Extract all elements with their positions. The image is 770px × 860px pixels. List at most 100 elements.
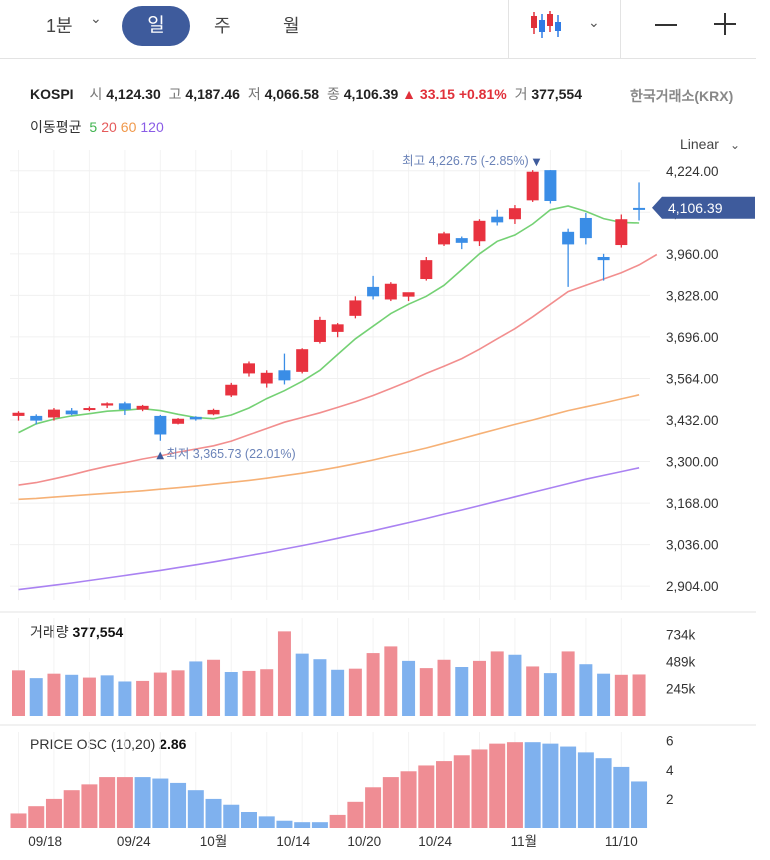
chart-type-chevron-icon[interactable]: ⌄ bbox=[588, 14, 600, 30]
osc-bar bbox=[10, 813, 27, 828]
date-tick-label: 11/10 bbox=[605, 834, 638, 849]
volume-bar bbox=[331, 669, 345, 716]
osc-bar bbox=[63, 790, 80, 828]
osc-bar bbox=[45, 798, 62, 828]
osc-bar bbox=[436, 761, 453, 828]
last-price-tag bbox=[652, 196, 755, 219]
candle-body bbox=[579, 217, 592, 239]
change-value: ▲ 33.15 +0.81% bbox=[402, 86, 507, 102]
candle-body bbox=[420, 260, 433, 280]
ma-120-line bbox=[18, 467, 640, 591]
low-value: 4,066.58 bbox=[264, 86, 320, 102]
candle-body bbox=[402, 292, 415, 297]
volume-bar bbox=[136, 680, 150, 716]
volume-bar bbox=[455, 667, 469, 716]
candle-body bbox=[172, 418, 185, 424]
volume-bar bbox=[82, 677, 96, 716]
volume-bar bbox=[118, 681, 132, 716]
osc-bar bbox=[365, 787, 382, 828]
date-tick-label: 10월 bbox=[200, 834, 227, 849]
osc-bar bbox=[613, 766, 630, 828]
ma-5-line bbox=[18, 205, 640, 434]
zoom-out-icon[interactable] bbox=[655, 24, 677, 26]
open-label: 시 bbox=[89, 86, 103, 102]
price-tick-label: 3,300.00 bbox=[666, 455, 719, 470]
osc-bar bbox=[631, 781, 648, 828]
low-label: 저 bbox=[247, 86, 261, 102]
candle-body bbox=[349, 300, 362, 316]
volume-bar bbox=[472, 660, 486, 716]
price-tick-label: 3,036.00 bbox=[666, 538, 719, 553]
osc-bar bbox=[134, 777, 151, 828]
volume-bar bbox=[153, 672, 167, 716]
volume-bar bbox=[224, 672, 238, 716]
candle-body bbox=[633, 207, 646, 210]
candle-body bbox=[562, 231, 575, 245]
osc-bar bbox=[489, 743, 506, 828]
quote-info: KOSPI 시 4,124.30 고 4,187.46 저 4,066.58 종… bbox=[30, 84, 582, 104]
volume-bar bbox=[508, 654, 522, 716]
candle-body bbox=[438, 233, 451, 245]
osc-bar bbox=[560, 746, 577, 828]
osc-panel-title: PRICE OSC (10,20) 2.86 bbox=[30, 736, 186, 752]
osc-bar bbox=[223, 804, 240, 828]
scale-chevron-icon[interactable]: ⌄ bbox=[730, 138, 741, 152]
candle-body bbox=[384, 283, 397, 300]
volume-bar bbox=[65, 674, 79, 716]
volume-bar bbox=[597, 673, 611, 716]
price-tick-label: 3,564.00 bbox=[666, 371, 719, 386]
symbol: KOSPI bbox=[30, 86, 74, 102]
volume-bar bbox=[490, 651, 504, 716]
osc-bar bbox=[577, 752, 594, 828]
candle-body bbox=[491, 216, 504, 223]
volume-bar bbox=[171, 670, 185, 716]
osc-bar bbox=[240, 812, 257, 828]
candle-body bbox=[473, 220, 486, 242]
candle-body bbox=[118, 403, 131, 410]
osc-bar bbox=[524, 742, 541, 828]
candle-body bbox=[225, 384, 238, 396]
volume-bar bbox=[543, 673, 557, 716]
osc-bar bbox=[400, 771, 417, 828]
zoom-in-icon[interactable] bbox=[714, 13, 736, 35]
volume-bar bbox=[366, 653, 380, 716]
candle-body bbox=[331, 324, 344, 332]
date-tick-label: 10/24 bbox=[418, 834, 452, 849]
candle-body bbox=[136, 405, 149, 410]
date-tick-label: 10/20 bbox=[347, 834, 381, 849]
ma-60-line bbox=[18, 394, 640, 501]
candle-body bbox=[207, 409, 220, 415]
high-marker-icon: ▼ bbox=[533, 157, 541, 168]
ma-20: 20 bbox=[101, 119, 117, 135]
tab-week[interactable]: 주 bbox=[214, 16, 231, 36]
osc-bar bbox=[152, 778, 169, 828]
chevron-down-icon: ⌄ bbox=[90, 10, 102, 26]
volume-bar bbox=[207, 659, 221, 716]
volume-tick-label: 734k bbox=[666, 627, 696, 642]
candle-body bbox=[615, 219, 628, 246]
scale-selector[interactable]: Linear bbox=[680, 136, 719, 152]
low-marker-icon: ▲ bbox=[156, 450, 164, 461]
volume-bar bbox=[384, 646, 398, 716]
moving-average-legend[interactable]: 이동평균 5 20 60 120 bbox=[30, 117, 168, 137]
candle-body bbox=[544, 170, 557, 201]
date-tick-label: 09/24 bbox=[117, 834, 151, 849]
osc-tick-label: 6 bbox=[666, 734, 674, 749]
date-tick-label: 10/14 bbox=[276, 834, 310, 849]
osc-bar bbox=[81, 784, 98, 828]
exchange-name: 한국거래소(KRX) bbox=[630, 88, 734, 104]
candle-body bbox=[526, 171, 539, 201]
candle-body bbox=[296, 349, 309, 372]
volume-bar bbox=[12, 670, 25, 716]
tab-month[interactable]: 월 bbox=[283, 16, 300, 36]
tab-day[interactable]: 일 bbox=[122, 6, 190, 46]
candlestick-chart-icon[interactable] bbox=[530, 10, 562, 40]
price-tick-label: 3,432.00 bbox=[666, 413, 719, 428]
osc-bar bbox=[170, 782, 187, 828]
candle-body bbox=[47, 409, 60, 418]
candle-body bbox=[242, 363, 255, 374]
volume-title: 거래량 bbox=[30, 624, 69, 640]
period-1min-dropdown[interactable]: 1분 ⌄ bbox=[46, 10, 102, 38]
ma-120: 120 bbox=[140, 119, 164, 135]
